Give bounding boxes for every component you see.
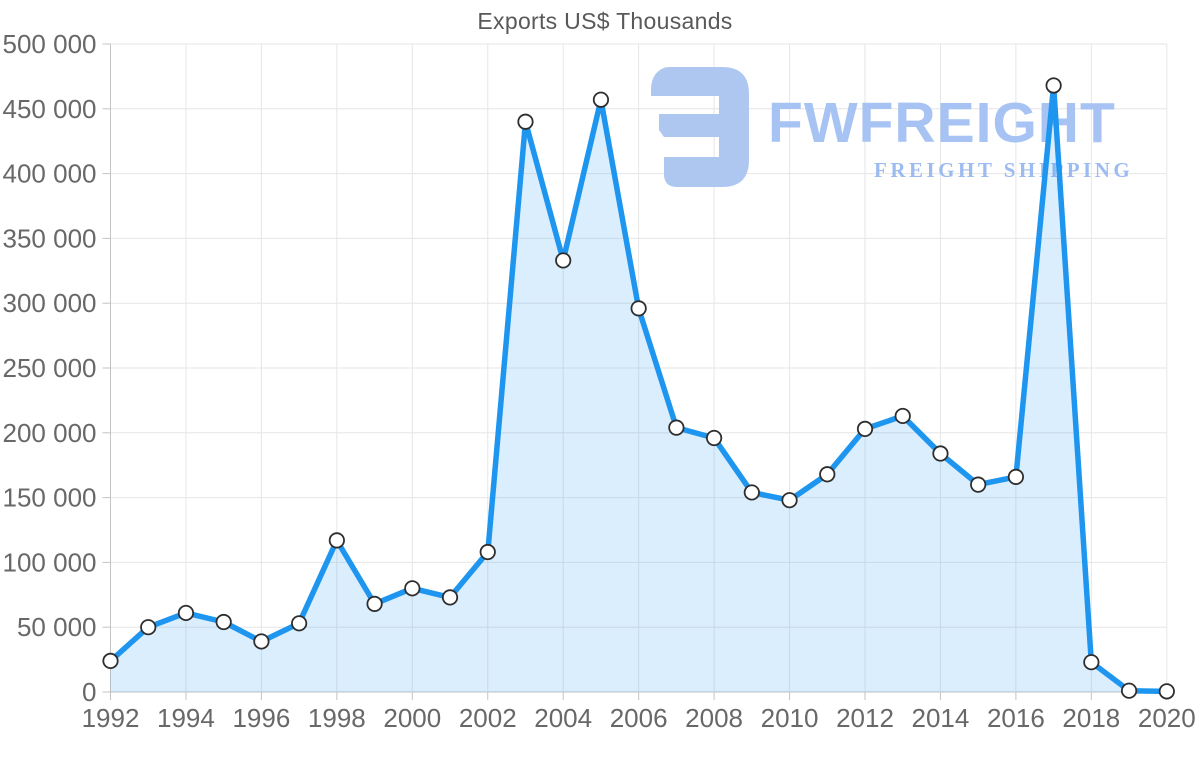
y-axis-tick-label: 100 000 [3, 547, 97, 577]
data-point-marker-2006 [630, 300, 647, 317]
data-point-marker-2019 [1120, 682, 1138, 699]
x-axis-tick-label: 1998 [308, 703, 366, 733]
x-axis-tick-label: 2018 [1062, 703, 1120, 733]
x-axis-tick-label: 1996 [232, 703, 290, 733]
data-point-marker-1997 [291, 615, 308, 632]
x-axis-tick-label: 1994 [157, 703, 215, 733]
data-point-marker-2017 [1045, 77, 1062, 94]
y-axis-tick-label: 250 000 [3, 353, 97, 383]
data-point-marker-2015 [970, 476, 987, 493]
data-point-marker-2003 [517, 113, 534, 130]
data-point-marker-2018 [1083, 654, 1100, 671]
data-point-marker-1992 [102, 652, 119, 669]
y-axis-tick-label: 350 000 [3, 223, 97, 253]
y-axis-tick-label: 500 000 [3, 29, 97, 59]
data-point-marker-2007 [668, 419, 685, 436]
data-point-marker-2002 [479, 543, 496, 561]
data-point-marker-2000 [404, 580, 421, 597]
data-point-marker-2012 [856, 420, 874, 438]
x-axis-tick-label: 2000 [383, 703, 441, 733]
x-axis-tick-label: 1992 [82, 703, 140, 733]
x-axis-tick-label: 2012 [836, 703, 894, 733]
x-axis-tick-label: 2004 [534, 703, 592, 733]
data-point-marker-2009 [743, 484, 760, 501]
x-axis-tick-label: 2002 [459, 703, 517, 733]
data-point-marker-2010 [781, 492, 798, 509]
y-axis-tick-label: 300 000 [3, 288, 97, 318]
y-axis-tick-label: 200 000 [3, 418, 97, 448]
series-area-fill [110, 85, 1167, 692]
y-axis-tick-label: 400 000 [3, 159, 97, 189]
data-point-marker-2001 [441, 589, 459, 606]
x-axis-tick-label: 2020 [1138, 703, 1196, 733]
y-axis-tick-label: 450 000 [3, 94, 97, 124]
data-point-marker-1993 [140, 619, 157, 636]
fw-monogram-icon [651, 67, 749, 187]
x-axis-tick-label: 2006 [610, 703, 668, 733]
y-axis-tick-label: 0 [82, 677, 96, 707]
y-axis-tick-label: 150 000 [3, 483, 97, 513]
data-point-marker-1996 [253, 633, 270, 650]
data-point-marker-2013 [894, 407, 911, 425]
chart-title: Exports US$ Thousands [477, 8, 733, 34]
x-axis-tick-label: 2010 [761, 703, 819, 733]
brand-tagline: FREIGHT SHIPPING [874, 158, 1134, 182]
data-point-marker-2011 [819, 466, 836, 483]
data-point-marker-2016 [1007, 468, 1025, 485]
y-axis-tick-label: 50 000 [17, 612, 97, 642]
data-point-marker-2004 [555, 252, 572, 269]
data-point-marker-2008 [705, 429, 723, 447]
data-point-marker-2014 [932, 445, 949, 462]
x-axis-tick-label: 2016 [987, 703, 1045, 733]
x-axis-tick-label: 2008 [685, 703, 743, 733]
data-point-marker-2005 [592, 91, 610, 108]
data-point-marker-2020 [1158, 683, 1175, 700]
data-point-marker-1999 [366, 595, 383, 612]
x-axis-tick-label: 2014 [912, 703, 970, 733]
data-point-marker-1995 [215, 613, 232, 631]
data-point-marker-1994 [177, 604, 195, 622]
data-point-marker-1998 [328, 532, 345, 549]
